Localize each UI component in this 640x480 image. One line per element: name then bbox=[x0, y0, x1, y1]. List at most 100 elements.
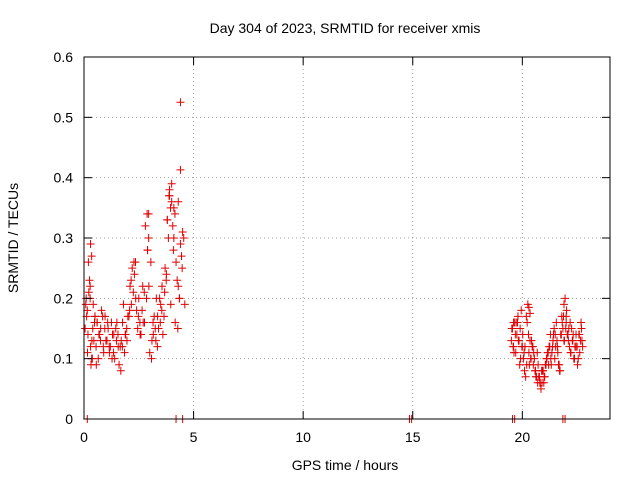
data-point bbox=[575, 348, 584, 357]
data-point bbox=[114, 342, 123, 351]
data-point bbox=[92, 342, 101, 351]
data-point bbox=[517, 306, 526, 315]
data-point bbox=[577, 318, 586, 327]
data-point bbox=[573, 360, 582, 369]
data-point bbox=[144, 234, 153, 242]
data-point bbox=[509, 318, 518, 327]
data-point bbox=[111, 324, 120, 333]
data-point bbox=[83, 348, 92, 357]
data-point bbox=[89, 300, 98, 309]
data-point bbox=[176, 240, 185, 249]
data-point bbox=[560, 336, 569, 345]
data-point bbox=[166, 300, 175, 309]
y-tick-label: 0.5 bbox=[54, 109, 74, 125]
data-point bbox=[151, 336, 160, 345]
data-point bbox=[173, 324, 182, 333]
data-point bbox=[535, 372, 544, 381]
data-point bbox=[133, 324, 142, 333]
data-point bbox=[168, 221, 177, 230]
data-point bbox=[174, 197, 183, 206]
data-point bbox=[520, 348, 529, 357]
data-point bbox=[96, 324, 105, 333]
data-point bbox=[514, 336, 523, 345]
data-point bbox=[171, 318, 180, 327]
ticks: 0 0.1 0.2 0.3 0.4 0.5 0.6 0 5 10 15 20 bbox=[54, 49, 610, 445]
data-point bbox=[155, 294, 164, 303]
data-point bbox=[156, 318, 165, 327]
data-point bbox=[97, 306, 106, 315]
data-point bbox=[126, 282, 135, 291]
data-point bbox=[550, 354, 559, 363]
x-axis-label: GPS time / hours bbox=[292, 457, 399, 473]
data-point bbox=[158, 330, 167, 339]
data-point bbox=[524, 303, 533, 312]
data-point bbox=[136, 330, 145, 339]
data-point bbox=[550, 324, 559, 333]
data-point bbox=[556, 366, 565, 375]
data-point bbox=[180, 300, 189, 309]
data-point bbox=[561, 324, 570, 333]
data-point bbox=[131, 294, 140, 303]
data-point bbox=[507, 324, 516, 333]
data-point bbox=[515, 360, 524, 369]
data-point bbox=[165, 191, 174, 200]
data-point bbox=[178, 227, 187, 236]
data-point bbox=[158, 282, 167, 291]
x-tick-label: 15 bbox=[405, 429, 421, 445]
data-point bbox=[526, 354, 535, 363]
data-point bbox=[163, 215, 172, 224]
data-point bbox=[128, 264, 137, 273]
y-axis-label: SRMTID / TECUs bbox=[5, 183, 21, 293]
data-point bbox=[167, 179, 176, 188]
data-point bbox=[539, 378, 548, 387]
data-point bbox=[161, 264, 170, 273]
data-point bbox=[140, 318, 149, 327]
data-point bbox=[140, 288, 149, 297]
data-point bbox=[176, 98, 185, 107]
data-point bbox=[85, 276, 94, 285]
data-point bbox=[516, 354, 525, 363]
data-point bbox=[129, 258, 138, 267]
data-point bbox=[145, 348, 154, 357]
y-tick-label: 0.3 bbox=[54, 230, 74, 246]
data-point bbox=[177, 252, 186, 261]
data-point bbox=[558, 318, 567, 327]
data-point bbox=[83, 306, 92, 315]
data-point bbox=[568, 336, 577, 345]
data-point bbox=[562, 312, 571, 321]
data-point bbox=[83, 330, 92, 339]
data-point bbox=[121, 330, 130, 339]
data-point bbox=[563, 330, 572, 339]
data-point bbox=[523, 318, 532, 327]
data-point bbox=[528, 342, 537, 351]
data-point bbox=[160, 288, 169, 297]
data-point bbox=[109, 330, 118, 339]
data-point bbox=[525, 360, 534, 369]
data-point bbox=[561, 294, 570, 303]
data-point bbox=[517, 342, 526, 351]
data-point bbox=[127, 276, 136, 285]
data-point bbox=[99, 342, 108, 351]
data-point bbox=[81, 300, 90, 309]
data-point bbox=[162, 270, 171, 279]
data-point bbox=[105, 348, 114, 357]
data-point bbox=[552, 336, 561, 345]
data-point bbox=[122, 336, 131, 345]
data-point bbox=[151, 324, 160, 333]
data-point bbox=[175, 294, 184, 303]
data-point bbox=[146, 258, 155, 267]
data-point bbox=[115, 360, 124, 369]
data-point bbox=[511, 330, 520, 339]
data-point bbox=[90, 318, 99, 327]
x-tick-label: 20 bbox=[515, 429, 531, 445]
data-point bbox=[127, 300, 136, 309]
data-point bbox=[507, 336, 516, 345]
data-point bbox=[574, 330, 583, 339]
data-point bbox=[544, 348, 553, 357]
data-points bbox=[81, 98, 587, 423]
data-point bbox=[174, 282, 183, 291]
data-point bbox=[103, 318, 112, 327]
y-tick-label: 0 bbox=[65, 411, 73, 427]
data-point bbox=[88, 324, 97, 333]
data-point bbox=[141, 221, 150, 230]
